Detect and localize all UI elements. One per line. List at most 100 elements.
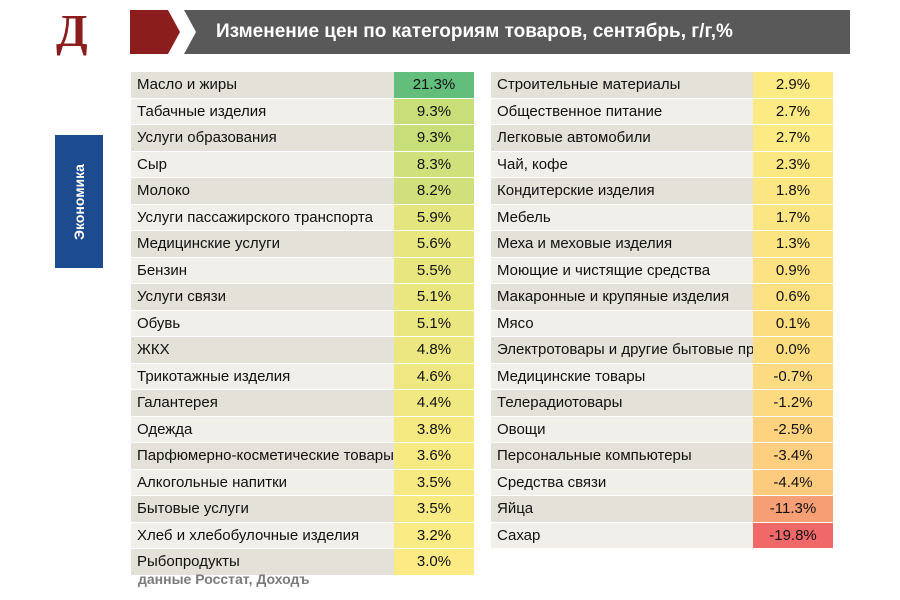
- category-label: Услуги связи: [131, 283, 394, 311]
- category-label: Строительные материалы: [491, 72, 753, 99]
- price-change-value: 8.3%: [394, 151, 474, 178]
- price-table-right: Строительные материалы 2.9% Общественное п…: [491, 72, 833, 549]
- price-change-value: 3.6%: [394, 442, 474, 470]
- price-change-value: -4.4%: [753, 469, 833, 496]
- category-label: Электротовары и другие бытовые приборы: [491, 336, 753, 364]
- category-label: Алкогольные напитки: [131, 469, 394, 496]
- price-change-value: 5.1%: [394, 283, 474, 311]
- table-row: Мебель 1.7%: [491, 204, 833, 231]
- category-label: Услуги образования: [131, 124, 394, 152]
- price-change-value: 1.7%: [753, 204, 833, 231]
- table-row: Табачные изделия 9.3%: [131, 98, 474, 125]
- chart-title: Изменение цен по категориям товаров, сен…: [216, 21, 733, 42]
- table-row: Бытовые услуги 3.5%: [131, 495, 474, 523]
- category-label: ЖКХ: [131, 336, 394, 364]
- category-label: Молоко: [131, 177, 394, 205]
- category-label: Персональные компьютеры: [491, 442, 753, 470]
- source-note: данные Росстат, Доходъ: [138, 571, 310, 587]
- table-row: Трикотажные изделия 4.6%: [131, 363, 474, 390]
- title-bar: Изменение цен по категориям товаров, сен…: [130, 10, 850, 54]
- category-label: Средства связи: [491, 469, 753, 496]
- price-change-value: 5.9%: [394, 204, 474, 231]
- price-change-value: 3.2%: [394, 522, 474, 549]
- category-label: Хлеб и хлебобулочные изделия: [131, 522, 394, 549]
- table-row: Молоко 8.2%: [131, 177, 474, 205]
- price-change-value: 9.3%: [394, 98, 474, 125]
- category-label: Медицинские услуги: [131, 230, 394, 258]
- price-change-value: 0.9%: [753, 257, 833, 284]
- price-change-value: 5.5%: [394, 257, 474, 284]
- price-change-value: -0.7%: [753, 363, 833, 390]
- price-change-value: 4.6%: [394, 363, 474, 390]
- price-change-value: 0.6%: [753, 283, 833, 311]
- table-row: Легковые автомобили 2.7%: [491, 124, 833, 152]
- category-label: Обувь: [131, 310, 394, 337]
- category-label: Парфюмерно-косметические товары: [131, 442, 394, 470]
- section-tab-economy[interactable]: Экономика: [55, 135, 103, 268]
- table-row: Моющие и чистящие средства 0.9%: [491, 257, 833, 284]
- price-change-value: 9.3%: [394, 124, 474, 152]
- table-row: Общественное питание 2.7%: [491, 98, 833, 125]
- category-label: Овощи: [491, 416, 753, 443]
- table-row: Одежда 3.8%: [131, 416, 474, 443]
- category-label: Меха и меховые изделия: [491, 230, 753, 258]
- category-label: Мясо: [491, 310, 753, 337]
- table-row: Обувь 5.1%: [131, 310, 474, 337]
- table-row: Мясо 0.1%: [491, 310, 833, 337]
- category-label: Легковые автомобили: [491, 124, 753, 152]
- table-row: Меха и меховые изделия 1.3%: [491, 230, 833, 258]
- table-row: Кондитерские изделия 1.8%: [491, 177, 833, 205]
- price-change-value: 1.3%: [753, 230, 833, 258]
- table-row: Хлеб и хлебобулочные изделия 3.2%: [131, 522, 474, 549]
- category-label: Одежда: [131, 416, 394, 443]
- category-label: Мебель: [491, 204, 753, 231]
- price-change-value: 5.1%: [394, 310, 474, 337]
- category-label: Яйца: [491, 495, 753, 523]
- table-row: Бензин 5.5%: [131, 257, 474, 284]
- table-row: Персональные компьютеры -3.4%: [491, 442, 833, 470]
- price-change-value: -11.3%: [753, 495, 833, 523]
- table-row: Услуги связи 5.1%: [131, 283, 474, 311]
- price-change-value: 8.2%: [394, 177, 474, 205]
- section-tab-label: Экономика: [71, 163, 87, 240]
- table-row: ЖКХ 4.8%: [131, 336, 474, 364]
- table-row: Услуги образования 9.3%: [131, 124, 474, 152]
- category-label: Услуги пассажирского транспорта: [131, 204, 394, 231]
- table-row: Медицинские товары -0.7%: [491, 363, 833, 390]
- table-row: Сахар -19.8%: [491, 522, 833, 549]
- table-row: Сыр 8.3%: [131, 151, 474, 178]
- price-change-value: 3.5%: [394, 469, 474, 496]
- price-change-value: -19.8%: [753, 522, 833, 549]
- table-row: Галантерея 4.4%: [131, 389, 474, 417]
- table-row: Средства связи -4.4%: [491, 469, 833, 496]
- table-right-body: Строительные материалы 2.9% Общественное п…: [491, 72, 833, 549]
- price-change-value: -2.5%: [753, 416, 833, 443]
- price-table-left: Масло и жиры 21.3% Табачные изделия 9.3% Усл…: [131, 72, 474, 576]
- category-label: Моющие и чистящие средства: [491, 257, 753, 284]
- price-change-value: 4.8%: [394, 336, 474, 364]
- price-change-value: 4.4%: [394, 389, 474, 417]
- price-change-value: 3.5%: [394, 495, 474, 523]
- table-row: Электротовары и другие бытовые приборы0.…: [491, 336, 833, 364]
- price-change-value: -1.2%: [753, 389, 833, 417]
- table-row: Строительные материалы 2.9%: [491, 72, 833, 99]
- category-label: Макаронные и крупяные изделия: [491, 283, 753, 311]
- category-label: Бензин: [131, 257, 394, 284]
- price-change-value: 2.3%: [753, 151, 833, 178]
- table-row: Масло и жиры 21.3%: [131, 72, 474, 99]
- table-left-body: Масло и жиры 21.3% Табачные изделия 9.3% Усл…: [131, 72, 474, 576]
- table-row: Алкогольные напитки 3.5%: [131, 469, 474, 496]
- table-row: Рыбопродукты 3.0%: [131, 548, 474, 576]
- table-row: Овощи -2.5%: [491, 416, 833, 443]
- price-change-value: 5.6%: [394, 230, 474, 258]
- table-row: Чай, кофе 2.3%: [491, 151, 833, 178]
- category-label: Масло и жиры: [131, 72, 394, 99]
- table-row: Яйца -11.3%: [491, 495, 833, 523]
- category-label: Общественное питание: [491, 98, 753, 125]
- category-label: Трикотажные изделия: [131, 363, 394, 390]
- category-label: Бытовые услуги: [131, 495, 394, 523]
- price-change-value: -3.4%: [753, 442, 833, 470]
- price-change-value: 0.1%: [753, 310, 833, 337]
- price-change-value: 3.0%: [394, 548, 474, 576]
- category-label: Табачные изделия: [131, 98, 394, 125]
